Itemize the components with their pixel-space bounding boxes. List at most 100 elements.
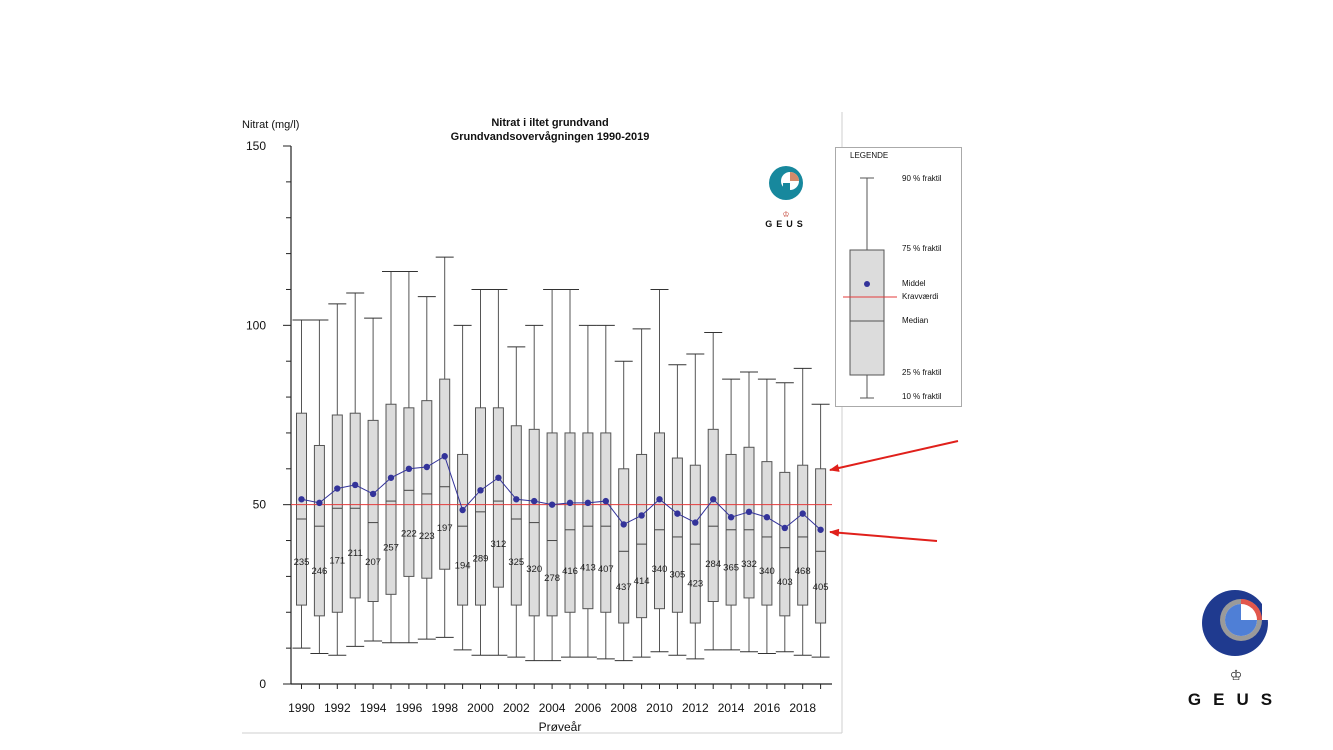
box-iqr bbox=[510, 425, 522, 606]
x-ticks: 1990 1992 1994 1996 1998 2000 2002 2004 2006 2008… bbox=[288, 684, 822, 715]
chart-geus-logo: ♔ GEUS bbox=[765, 166, 807, 229]
n-label: 197 bbox=[437, 523, 453, 534]
box-iqr bbox=[564, 432, 576, 613]
n-label: 235 bbox=[294, 557, 310, 568]
n-label: 403 bbox=[777, 577, 793, 588]
x-tick-label: 2012 bbox=[682, 701, 709, 715]
x-axis-label: Prøveår bbox=[539, 720, 582, 734]
mean-point bbox=[298, 496, 305, 503]
chart-logo-text: GEUS bbox=[765, 219, 807, 229]
n-label: 405 bbox=[813, 582, 829, 593]
box-iqr bbox=[475, 407, 486, 606]
box-iqr bbox=[654, 432, 665, 610]
n-label: 207 bbox=[365, 557, 381, 568]
n-label: 171 bbox=[329, 555, 345, 566]
box-iqr bbox=[296, 412, 307, 606]
geus-logo-mark-icon bbox=[1202, 590, 1272, 656]
mean-point bbox=[656, 496, 663, 503]
legend-p75-label: 75 % fraktil bbox=[902, 244, 942, 253]
n-label: 332 bbox=[741, 559, 757, 570]
n-label: 289 bbox=[473, 553, 489, 564]
legend-title: LEGENDE bbox=[850, 151, 888, 160]
x-tick-label: 1998 bbox=[431, 701, 458, 715]
mean-point bbox=[369, 490, 377, 498]
mean-point bbox=[745, 508, 753, 516]
x-tick-label: 2010 bbox=[646, 701, 673, 715]
geus-logo: ♔ GEUS bbox=[1188, 590, 1272, 709]
mean-point bbox=[387, 474, 395, 481]
n-label: 468 bbox=[795, 566, 811, 577]
x-tick-label: 2004 bbox=[539, 701, 566, 715]
mean-series-line bbox=[301, 455, 821, 531]
legend-p25-label: 25 % fraktil bbox=[902, 368, 942, 377]
mean-point bbox=[620, 521, 627, 528]
n-label: 222 bbox=[401, 528, 417, 539]
chart-title: Nitrat i iltet grundvand bbox=[491, 117, 608, 129]
box-iqr bbox=[331, 414, 343, 613]
n-label: 340 bbox=[759, 566, 775, 577]
n-label: 416 bbox=[562, 566, 578, 577]
n-label: 340 bbox=[652, 564, 668, 575]
x-tick-label: 1996 bbox=[396, 701, 423, 715]
n-label: 423 bbox=[687, 579, 703, 590]
mean-point bbox=[692, 519, 699, 526]
legend-mean-label: Middel bbox=[902, 279, 926, 288]
box-iqr bbox=[367, 419, 379, 603]
mean-point bbox=[316, 499, 323, 507]
legend-mean-dot bbox=[864, 281, 870, 287]
y-ticks: 0 50 100 150 bbox=[246, 139, 291, 691]
y-tick-label: 100 bbox=[246, 318, 266, 332]
n-label: 414 bbox=[634, 576, 650, 587]
y-tick-label: 0 bbox=[259, 677, 266, 691]
legend-p10-label: 10 % fraktil bbox=[902, 392, 942, 401]
box-iqr bbox=[421, 400, 433, 579]
x-tick-label: 2006 bbox=[575, 701, 602, 715]
mean-point bbox=[405, 465, 413, 472]
legend-p90-label: 90 % fraktil bbox=[902, 174, 942, 183]
mean-point bbox=[334, 485, 341, 492]
box-iqr bbox=[313, 444, 325, 617]
y-tick-label: 150 bbox=[246, 139, 266, 153]
y-axis-label: Nitrat (mg/l) bbox=[242, 119, 299, 131]
mean-point bbox=[566, 499, 574, 507]
box-iqr bbox=[761, 461, 773, 606]
mean-point bbox=[548, 501, 556, 508]
mean-point bbox=[674, 510, 681, 517]
y-tick-label: 50 bbox=[253, 498, 267, 512]
box-iqr bbox=[457, 453, 469, 606]
n-label: 407 bbox=[598, 564, 614, 575]
chart-logo-mark-icon bbox=[769, 166, 803, 200]
mean-point bbox=[727, 514, 735, 521]
box-iqr bbox=[439, 378, 451, 570]
mean-point bbox=[352, 481, 359, 489]
mean-point bbox=[531, 497, 538, 505]
mean-point bbox=[513, 496, 520, 503]
mean-point bbox=[710, 496, 717, 503]
legend: LEGENDE 90 % fraktil 75 % fraktil Middel… bbox=[835, 147, 962, 407]
x-tick-label: 2002 bbox=[503, 701, 530, 715]
x-tick-label: 1994 bbox=[360, 701, 387, 715]
box-iqr bbox=[815, 468, 827, 624]
mean-point bbox=[477, 487, 484, 494]
n-label: 246 bbox=[311, 566, 327, 577]
mean-point bbox=[602, 497, 609, 505]
legend-box-sample bbox=[849, 249, 885, 376]
n-label: 320 bbox=[526, 564, 542, 575]
mean-point bbox=[459, 506, 466, 514]
mean-point bbox=[584, 499, 592, 507]
legend-median-label: Median bbox=[902, 316, 928, 325]
box-iqr bbox=[403, 407, 415, 577]
box-iqr bbox=[743, 446, 755, 599]
box-iqr bbox=[349, 412, 361, 599]
box-iqr bbox=[582, 432, 594, 610]
chart-subtitle: Grundvandsovervågningen 1990-2019 bbox=[451, 131, 650, 143]
x-tick-label: 1992 bbox=[324, 701, 351, 715]
box-iqr bbox=[618, 468, 630, 624]
box-iqr bbox=[636, 453, 648, 619]
mean-point bbox=[638, 512, 645, 519]
x-tick-label: 1990 bbox=[288, 701, 315, 715]
n-label: 278 bbox=[544, 573, 560, 584]
n-label: 284 bbox=[705, 559, 721, 570]
